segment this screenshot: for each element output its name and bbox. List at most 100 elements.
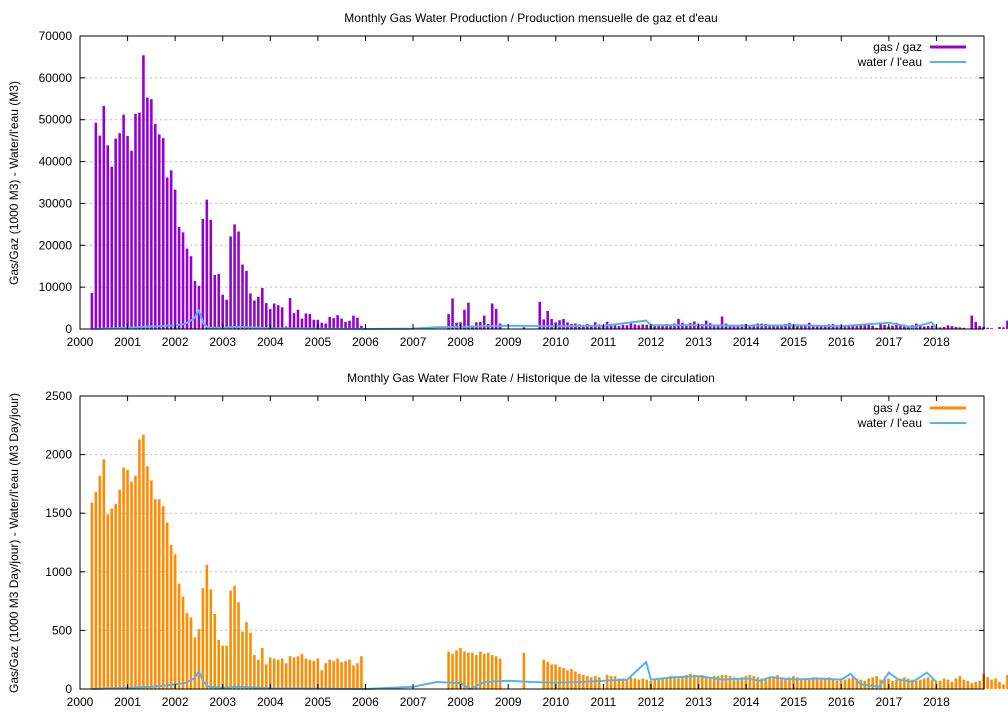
gas-bar — [451, 653, 454, 689]
gas-bar — [1002, 327, 1005, 329]
gas-bar — [851, 677, 855, 689]
gas-bar — [181, 596, 185, 689]
gas-bar — [974, 681, 978, 689]
gas-bar — [617, 678, 621, 689]
gas-bar — [673, 323, 676, 329]
gas-bar — [150, 99, 153, 329]
gas-bar — [712, 325, 716, 329]
gas-bar — [320, 670, 324, 689]
gas-bar — [356, 317, 359, 329]
gas-bar — [1006, 320, 1008, 329]
gas-bar — [986, 677, 989, 689]
gas-bar — [780, 325, 783, 329]
gas-bar — [677, 677, 680, 689]
gas-bar — [213, 275, 217, 329]
gas-bar — [296, 309, 300, 329]
gas-bar — [847, 678, 851, 689]
gas-bar — [558, 666, 561, 689]
x-tick-label: 2003 — [209, 335, 236, 349]
gas-bar — [272, 658, 276, 689]
gas-bar — [471, 652, 474, 689]
gas-bar — [562, 318, 565, 329]
gas-bar — [264, 303, 268, 329]
gas-bar — [804, 679, 807, 689]
gas-bar — [966, 680, 970, 689]
gas-bar — [237, 231, 240, 329]
gas-bar — [253, 655, 256, 689]
gas-bar — [542, 319, 546, 329]
y-tick-label: 50000 — [39, 113, 73, 127]
x-tick-label: 2015 — [780, 335, 807, 349]
gas-bar — [268, 657, 272, 689]
x-tick-label: 2010 — [542, 695, 569, 709]
gas-bar — [823, 678, 827, 689]
gas-bar — [593, 676, 597, 689]
gas-bar — [114, 503, 117, 689]
gas-bar — [807, 678, 811, 689]
plot-frame — [79, 395, 985, 690]
gas-bar — [804, 324, 807, 329]
gas-bar — [1002, 684, 1005, 689]
gas-bar — [724, 674, 728, 689]
gas-bar — [835, 680, 839, 689]
gas-bar — [490, 655, 494, 689]
gas-bar — [930, 679, 934, 689]
gas-bar — [645, 324, 649, 329]
gas-bar — [360, 656, 363, 689]
gas-bar — [106, 145, 110, 329]
gas-bar — [922, 326, 926, 329]
gas-bar — [288, 656, 292, 689]
flow-rate-chart: Monthly Gas Water Flow Rate / Historique… — [7, 371, 1008, 709]
gas-bar — [589, 326, 593, 329]
gas-bar — [637, 679, 641, 689]
gas-bar — [300, 318, 304, 329]
gas-bar — [760, 678, 763, 689]
gas-bar — [728, 676, 732, 689]
gas-bar — [304, 658, 308, 689]
gas-bar — [340, 318, 343, 329]
legend: gas / gaz water / l'eau — [857, 40, 966, 69]
x-tick-label: 2007 — [400, 335, 427, 349]
gas-bar — [768, 677, 771, 689]
x-tick-label: 2003 — [209, 695, 236, 709]
gas-bar — [467, 652, 470, 689]
x-tick-label: 2001 — [114, 695, 141, 709]
gas-bar — [161, 506, 165, 689]
gas-bar — [249, 632, 252, 689]
gas-bar — [891, 325, 894, 329]
gas-bar — [245, 622, 248, 689]
gas-bar — [970, 683, 974, 689]
gas-bar — [328, 659, 331, 689]
gas-bar — [978, 326, 981, 329]
gas-bar — [708, 677, 712, 689]
gas-bar — [126, 136, 129, 329]
gas-bar — [657, 679, 660, 689]
gas-bar — [871, 325, 874, 329]
gas-bar — [455, 650, 458, 689]
x-tick-label: 2012 — [638, 695, 665, 709]
gas-bar — [169, 170, 173, 329]
gas-bar — [621, 324, 625, 329]
gas-bar — [546, 662, 549, 689]
gas-bar — [146, 97, 149, 329]
gas-bar — [486, 652, 490, 689]
gas-bar — [609, 323, 613, 329]
x-tick-label: 2017 — [875, 695, 902, 709]
gas-bar — [574, 671, 577, 689]
gas-bar — [990, 328, 993, 329]
gas-bar — [94, 492, 98, 689]
y-tick-label: 2500 — [45, 389, 72, 403]
gridlines — [80, 77, 984, 288]
x-tick-label: 2010 — [542, 335, 569, 349]
gas-bar — [673, 676, 676, 689]
gas-bar — [447, 313, 450, 329]
y-tick-label: 0 — [65, 682, 72, 696]
gas-bar — [229, 590, 232, 689]
production-chart: Monthly Gas Water Production / Productio… — [7, 11, 1008, 349]
gas-bar — [312, 660, 316, 689]
y-tick-label: 0 — [65, 322, 72, 336]
gas-bar — [312, 319, 316, 329]
gas-bar — [142, 55, 145, 330]
gas-bar — [126, 469, 129, 689]
gas-bar — [998, 326, 1001, 329]
